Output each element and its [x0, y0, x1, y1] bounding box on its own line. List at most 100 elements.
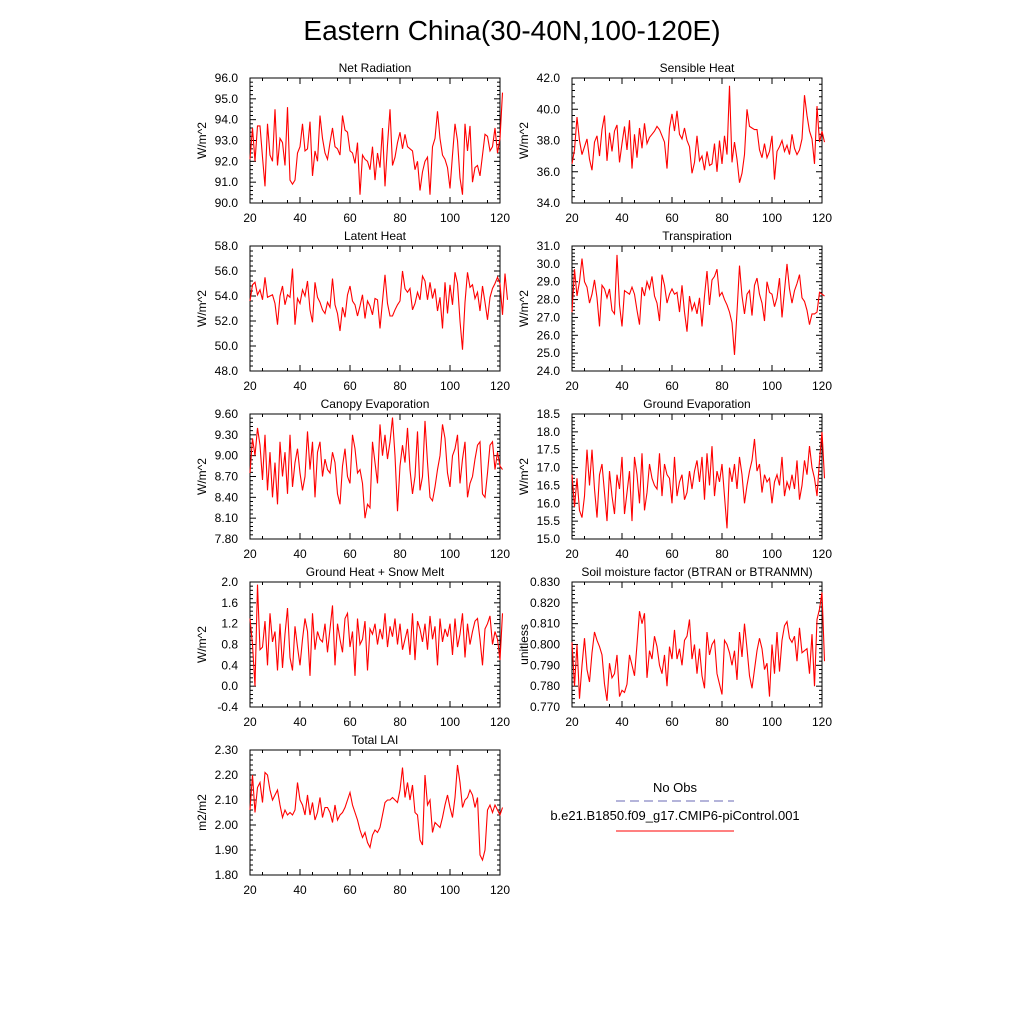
x-tick-label: 120: [490, 715, 510, 729]
series-line: [571, 85, 826, 183]
x-tick-label: 60: [343, 883, 357, 897]
x-tick-label: 120: [490, 379, 510, 393]
series-line: [571, 592, 826, 701]
y-axis-label: W/m^2: [195, 626, 209, 663]
y-tick-label: 0.4: [221, 658, 238, 672]
x-tick-label: 60: [665, 379, 679, 393]
x-tick-label: 20: [565, 547, 579, 561]
x-tick-label: 80: [393, 211, 407, 225]
panel-title: Ground Heat + Snow Melt: [306, 565, 445, 579]
panel-title: Sensible Heat: [660, 61, 735, 75]
x-tick-label: 80: [393, 715, 407, 729]
y-tick-label: 26.0: [537, 328, 561, 342]
y-tick-label: 2.30: [215, 743, 239, 757]
chart-panel-5: Ground Evaporation W/m^2 15.0 15.5 16.0 16.5 1…: [517, 397, 832, 561]
chart-panel-2: Latent Heat W/m^2 48.0 50.0 52.0 54.0 56.0 58.0…: [195, 229, 510, 393]
series-line: [571, 431, 826, 529]
y-tick-label: 15.5: [537, 514, 561, 528]
y-tick-label: 95.0: [215, 92, 239, 106]
y-axis-label: W/m^2: [195, 458, 209, 495]
x-tick-label: 40: [615, 547, 629, 561]
y-tick-label: 36.0: [537, 165, 561, 179]
chart-panel-3: Transpiration W/m^2 24.0 25.0 26.0 27.0 28.0 29…: [517, 229, 832, 393]
x-tick-label: 80: [393, 547, 407, 561]
series-line: [249, 92, 504, 195]
x-tick-label: 100: [440, 715, 460, 729]
plot-frame: [249, 749, 501, 876]
y-tick-label: 0.810: [530, 617, 560, 631]
y-tick-label: 28.0: [537, 293, 561, 307]
x-tick-label: 60: [343, 547, 357, 561]
x-tick-label: 120: [490, 211, 510, 225]
x-tick-label: 100: [762, 715, 782, 729]
y-tick-label: 1.6: [221, 596, 238, 610]
series-line: [249, 268, 509, 350]
y-tick-label: 31.0: [537, 239, 561, 253]
y-tick-label: 17.0: [537, 461, 561, 475]
chart-panel-7: Soil moisture factor (BTRAN or BTRANMN) u…: [517, 565, 832, 729]
y-tick-label: 27.0: [537, 310, 561, 324]
x-tick-label: 60: [665, 547, 679, 561]
series-line: [249, 764, 504, 862]
x-tick-label: 40: [293, 715, 307, 729]
x-tick-label: 100: [762, 379, 782, 393]
y-tick-label: 1.90: [215, 843, 239, 857]
y-axis-label: W/m^2: [195, 290, 209, 327]
y-tick-label: 25.0: [537, 346, 561, 360]
y-tick-label: 8.70: [215, 470, 239, 484]
panel-title: Net Radiation: [339, 61, 412, 75]
y-tick-label: 1.2: [221, 617, 238, 631]
y-tick-label: 38.0: [537, 134, 561, 148]
y-tick-label: -0.4: [217, 700, 238, 714]
chart-panel-6: Ground Heat + Snow Melt W/m^2 -0.4 0.0 0.4 0.…: [195, 565, 510, 729]
x-tick-label: 20: [565, 211, 579, 225]
x-tick-label: 60: [343, 715, 357, 729]
y-axis-label: unitless: [517, 624, 531, 665]
y-tick-label: 29.0: [537, 275, 561, 289]
panels: Net Radiation W/m^2 90.0 91.0 92.0 93.0 94.0 95…: [195, 61, 832, 897]
x-tick-label: 40: [293, 211, 307, 225]
x-tick-label: 20: [243, 211, 257, 225]
y-tick-label: 17.5: [537, 443, 561, 457]
panel-title: Latent Heat: [344, 229, 407, 243]
y-tick-label: 0.790: [530, 658, 560, 672]
x-tick-label: 80: [715, 715, 729, 729]
chart-panel-4: Canopy Evaporation W/m^2 7.80 8.10 8.40 8.70 9…: [195, 397, 510, 561]
legend-obs-label: No Obs: [653, 780, 698, 795]
figure-title: Eastern China(30-40N,100-120E): [303, 15, 720, 46]
y-tick-label: 15.0: [537, 532, 561, 546]
y-tick-label: 50.0: [215, 339, 239, 353]
panel-title: Ground Evaporation: [643, 397, 750, 411]
plot-frame: [249, 245, 501, 372]
x-tick-label: 120: [490, 547, 510, 561]
chart-panel-8: Total LAI m2/m2 1.80 1.90 2.00 2.10 2.20 2.30 20…: [195, 733, 510, 897]
y-tick-label: 0.830: [530, 575, 560, 589]
y-tick-label: 16.5: [537, 478, 561, 492]
y-tick-label: 2.0: [221, 575, 238, 589]
x-tick-label: 100: [440, 547, 460, 561]
x-tick-label: 100: [440, 211, 460, 225]
y-axis-label: m2/m2: [195, 794, 209, 831]
y-tick-label: 9.30: [215, 428, 239, 442]
y-tick-label: 0.820: [530, 596, 560, 610]
x-tick-label: 40: [293, 547, 307, 561]
y-tick-label: 94.0: [215, 113, 239, 127]
y-axis-label: W/m^2: [517, 458, 531, 495]
x-tick-label: 120: [812, 715, 832, 729]
y-tick-label: 0.0: [221, 679, 238, 693]
x-tick-label: 60: [665, 715, 679, 729]
y-tick-label: 34.0: [537, 196, 561, 210]
legend-model-label: b.e21.B1850.f09_g17.CMIP6-piControl.001: [550, 808, 799, 823]
x-tick-label: 60: [665, 211, 679, 225]
x-tick-label: 80: [715, 547, 729, 561]
x-tick-label: 80: [393, 883, 407, 897]
y-tick-label: 18.0: [537, 425, 561, 439]
legend: No Obs b.e21.B1850.f09_g17.CMIP6-piContr…: [550, 780, 800, 832]
y-tick-label: 16.0: [537, 496, 561, 510]
panel-title: Soil moisture factor (BTRAN or BTRANMN): [581, 565, 812, 579]
x-tick-label: 20: [565, 715, 579, 729]
y-tick-label: 91.0: [215, 175, 239, 189]
x-tick-label: 40: [615, 211, 629, 225]
